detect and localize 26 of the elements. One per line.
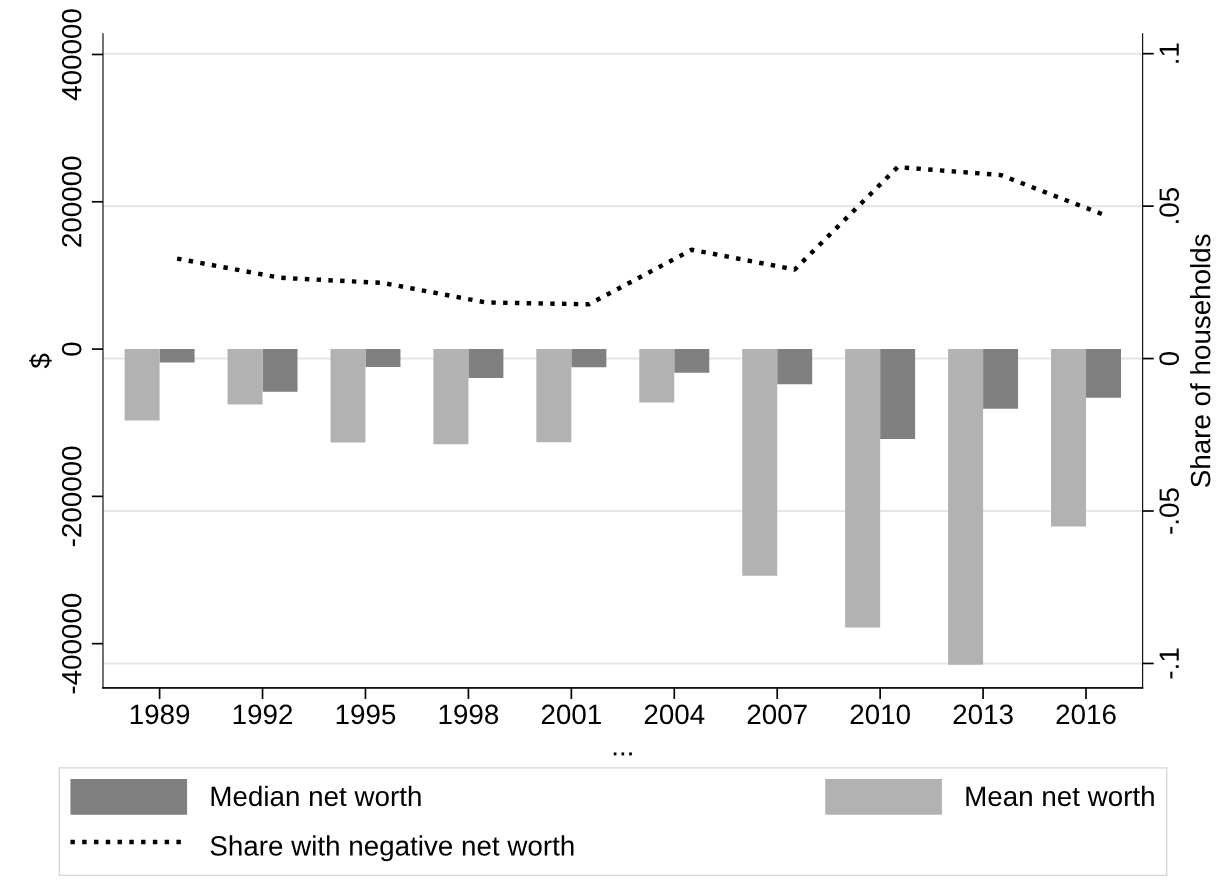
legend-label: Median net worth: [211, 785, 421, 807]
x-tick-label: 1992: [233, 704, 293, 725]
y-tick-label: 0: [61, 342, 82, 356]
y2-tick-label: -.1: [1159, 648, 1179, 679]
x-tick-label: 2016: [1056, 704, 1116, 725]
x-tick-label: 1995: [336, 704, 396, 725]
legend-label: Share with negative net worth: [210, 835, 574, 862]
y-tick-label: 400000: [61, 9, 82, 101]
x-tick-label: 1989: [130, 704, 190, 725]
y-tick-label: -200000: [61, 446, 82, 547]
y2-tick-label: .1: [1159, 43, 1179, 63]
x-tick-label: 2004: [644, 704, 705, 725]
y-tick-label: -400000: [61, 593, 82, 694]
x-axis-title: ...: [613, 752, 632, 756]
x-tick-label: 2010: [850, 704, 910, 725]
x-tick-label: 2007: [747, 704, 807, 725]
legend-label: Mean net worth: [966, 785, 1154, 807]
x-tick-label: 2001: [541, 704, 601, 725]
x-tick-label: 1998: [439, 704, 499, 725]
y2-tick-label: -.05: [1159, 488, 1180, 534]
y-axis-title: $: [29, 353, 52, 369]
y2-tick-label: .05: [1159, 187, 1180, 223]
y2-tick-label: 0: [1159, 351, 1180, 366]
x-tick-label: 2013: [953, 704, 1013, 725]
y2-axis-title: Share of households: [1190, 234, 1211, 487]
y-tick-label: 200000: [61, 156, 82, 247]
